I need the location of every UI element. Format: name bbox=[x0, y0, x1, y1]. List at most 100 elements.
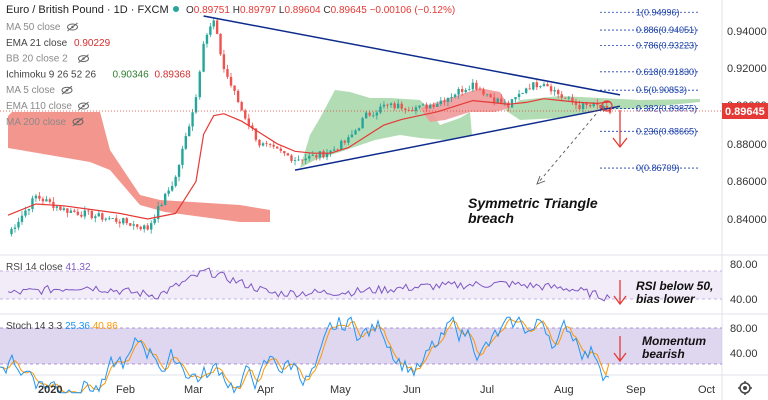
candle bbox=[198, 70, 201, 100]
candle bbox=[240, 100, 243, 111]
stoch-label: Stoch 14 3 3 25.36 40.86 bbox=[6, 321, 118, 332]
candle bbox=[45, 195, 48, 202]
candle bbox=[425, 102, 428, 112]
candle bbox=[496, 97, 499, 104]
fib-retracement[interactable]: 1(0.94996) 0.886(0.94051) 0.786(0.93223) 0.… bbox=[600, 7, 700, 173]
stoch-k-line bbox=[0, 316, 610, 394]
candle bbox=[503, 99, 507, 106]
rsi-band bbox=[0, 271, 722, 299]
eye-off-icon[interactable] bbox=[67, 22, 78, 32]
stoch-tick: 80.00 bbox=[730, 323, 758, 335]
legend-label: EMA 110 close bbox=[6, 101, 72, 112]
candle bbox=[170, 181, 174, 192]
candle bbox=[139, 225, 142, 231]
fib-level-label: 1(0.94996) bbox=[636, 7, 680, 17]
candle bbox=[446, 97, 450, 107]
candle bbox=[247, 113, 250, 130]
eye-off-icon[interactable] bbox=[72, 117, 84, 127]
candle bbox=[20, 211, 24, 225]
market-status-dot bbox=[173, 6, 179, 12]
candle bbox=[471, 78, 475, 92]
candle bbox=[354, 128, 357, 135]
legend-label: BB 20 close 2 bbox=[6, 54, 68, 65]
legend-item[interactable]: MA 5 close bbox=[6, 85, 73, 96]
stoch-pane[interactable]: Stoch 14 3 3 25.36 40.86 80.00 40.00 Mom… bbox=[0, 316, 758, 394]
candle bbox=[475, 79, 478, 92]
legend-item[interactable]: MA 200 close bbox=[6, 117, 84, 128]
candle bbox=[90, 210, 94, 220]
triangle-upper-trendline[interactable] bbox=[203, 15, 621, 96]
candle bbox=[500, 94, 503, 104]
eye-off-icon[interactable] bbox=[61, 85, 73, 95]
candle bbox=[59, 205, 62, 211]
candle bbox=[368, 110, 371, 117]
candle bbox=[52, 197, 55, 211]
legend-item[interactable]: EMA 21 close 0.90229 bbox=[6, 38, 111, 49]
candle bbox=[564, 97, 567, 99]
legend-item[interactable]: Ichimoku 9 26 52 26 0.90346 0.89368 bbox=[6, 69, 191, 80]
candle bbox=[297, 155, 300, 161]
symbol-title: Euro / British Pound · 1D · FXCM bbox=[6, 4, 169, 16]
rsi-tick: 80.00 bbox=[730, 259, 758, 271]
time-tick: Oct bbox=[698, 384, 715, 396]
candle bbox=[10, 226, 13, 237]
eye-off-icon[interactable] bbox=[78, 54, 89, 63]
candle bbox=[62, 205, 66, 212]
candle bbox=[191, 109, 194, 132]
candle bbox=[187, 123, 191, 137]
candle bbox=[507, 100, 510, 112]
candle bbox=[482, 87, 485, 97]
legend-label: EMA 21 close bbox=[6, 38, 68, 49]
legend-item[interactable]: MA 50 close bbox=[6, 22, 78, 33]
price-tick: 0.88000 bbox=[727, 139, 767, 151]
rsi-pane[interactable]: RSI 14 close 41.32 80.00 40.00 RSI below… bbox=[0, 259, 758, 306]
candle bbox=[163, 192, 167, 206]
candle bbox=[549, 83, 553, 95]
candle bbox=[156, 201, 160, 223]
fib-level-label: 0.786(0.93223) bbox=[636, 41, 697, 51]
candle bbox=[571, 93, 574, 105]
candle bbox=[17, 217, 20, 231]
legend-value: 0.90346 bbox=[113, 69, 150, 80]
stoch-note-line2: bearish bbox=[642, 347, 685, 361]
candle bbox=[122, 217, 125, 226]
current-price-badge bbox=[722, 103, 768, 119]
eye-off-icon[interactable] bbox=[78, 101, 89, 111]
legend-item[interactable]: BB 20 close 2 bbox=[6, 54, 89, 65]
time-tick: Apr bbox=[257, 384, 274, 396]
candle bbox=[546, 81, 549, 87]
candle bbox=[111, 218, 114, 219]
legend-label: MA 200 close bbox=[6, 117, 66, 128]
price-axis[interactable]: 0.94000 0.92000 0.90000 0.88000 0.86000 … bbox=[722, 26, 768, 226]
candle bbox=[304, 153, 307, 165]
candle bbox=[581, 102, 585, 113]
candle bbox=[411, 106, 414, 112]
candle bbox=[414, 105, 418, 115]
candle bbox=[143, 224, 146, 233]
candle bbox=[396, 99, 400, 109]
candle bbox=[524, 87, 528, 95]
candle bbox=[393, 101, 396, 111]
gear-icon[interactable] bbox=[738, 381, 752, 395]
candle bbox=[532, 82, 535, 91]
indicator-legend[interactable]: MA 50 close EMA 21 close 0.90229 BB 20 clos… bbox=[6, 22, 191, 128]
candle bbox=[261, 141, 265, 147]
candle bbox=[443, 97, 446, 106]
stoch-band bbox=[0, 328, 722, 364]
candle bbox=[125, 217, 128, 226]
candle bbox=[517, 89, 521, 101]
time-tick: Sep bbox=[626, 384, 646, 396]
price-tick: 0.86000 bbox=[727, 176, 767, 188]
candle bbox=[453, 93, 457, 99]
rsi-note-line2: bias lower bbox=[636, 292, 696, 306]
candle bbox=[300, 159, 304, 165]
triangle-lower-trendline[interactable] bbox=[294, 105, 621, 171]
time-axis[interactable]: 2020 Feb Mar Apr May Jun Jul Aug Sep Oct bbox=[38, 381, 752, 396]
candle bbox=[432, 102, 435, 110]
candle bbox=[268, 143, 272, 148]
legend-item[interactable]: EMA 110 close bbox=[6, 101, 89, 112]
candle bbox=[542, 81, 546, 87]
candle bbox=[364, 111, 368, 119]
candle bbox=[258, 139, 261, 148]
